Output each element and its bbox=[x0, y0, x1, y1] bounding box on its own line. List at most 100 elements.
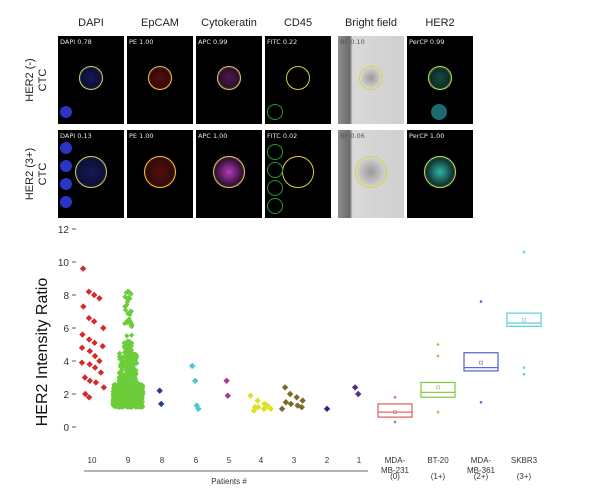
tile-caption: BF 0.06 bbox=[340, 132, 365, 140]
cell-outline bbox=[286, 66, 310, 90]
data-point bbox=[133, 402, 139, 408]
data-point bbox=[123, 372, 130, 378]
data-point bbox=[137, 382, 143, 389]
data-point bbox=[124, 358, 130, 365]
data-point bbox=[82, 390, 89, 398]
data-point bbox=[81, 374, 89, 381]
data-point bbox=[281, 384, 289, 391]
outlier-point bbox=[479, 300, 483, 303]
channel-label: Cytokeratin bbox=[201, 17, 257, 29]
cell-line-label: MB-231 bbox=[381, 466, 410, 475]
data-point bbox=[127, 308, 134, 314]
box-mean bbox=[436, 385, 440, 390]
patient-tick-label: 9 bbox=[126, 456, 131, 465]
data-point bbox=[131, 391, 137, 397]
data-point bbox=[119, 367, 125, 373]
background-cell bbox=[431, 104, 447, 120]
background-cd45-cell bbox=[267, 180, 283, 196]
data-point bbox=[124, 389, 130, 395]
ylabel: HER2 Intensity Ratio bbox=[34, 278, 51, 427]
tile-caption: DAPI 0.78 bbox=[60, 38, 92, 46]
cell-outline bbox=[428, 66, 452, 90]
outlier-point bbox=[522, 366, 526, 369]
data-point bbox=[128, 319, 134, 325]
data-point bbox=[123, 403, 130, 410]
data-point bbox=[116, 351, 123, 357]
background-nucleus bbox=[60, 178, 72, 190]
data-point bbox=[113, 394, 119, 400]
patient-tick-label: 2 bbox=[325, 456, 330, 465]
patient-tick-label: 4 bbox=[259, 456, 264, 465]
tile-caption: APC 0.99 bbox=[198, 38, 228, 46]
box-mean bbox=[393, 410, 397, 414]
data-point bbox=[121, 383, 127, 389]
box bbox=[377, 403, 413, 418]
data-point bbox=[118, 385, 125, 391]
data-point bbox=[86, 377, 94, 384]
data-point bbox=[78, 344, 86, 351]
data-point bbox=[135, 382, 141, 388]
cell-line-label: BT-20 bbox=[427, 456, 449, 465]
data-point bbox=[92, 379, 100, 386]
data-point bbox=[79, 265, 87, 272]
data-point bbox=[127, 398, 133, 405]
data-point bbox=[124, 333, 130, 339]
box bbox=[506, 312, 542, 327]
cell-outline bbox=[355, 156, 387, 188]
background-cd45-cell bbox=[267, 162, 283, 178]
data-point bbox=[96, 295, 103, 302]
tile-caption: PE 1.00 bbox=[129, 132, 154, 140]
data-point bbox=[100, 324, 107, 332]
cell-line-label: SKBR3 bbox=[511, 456, 538, 465]
channel-label: DAPI bbox=[78, 17, 104, 29]
data-point bbox=[131, 396, 137, 402]
cell-outline bbox=[148, 66, 172, 90]
background-cd45-cell bbox=[267, 144, 283, 160]
data-point bbox=[156, 387, 163, 394]
data-point bbox=[122, 294, 128, 300]
data-point bbox=[85, 394, 93, 401]
patients-group-title: Patients # bbox=[211, 477, 247, 486]
data-point bbox=[120, 353, 126, 360]
channel-label: HER2 bbox=[425, 17, 455, 29]
data-point bbox=[120, 403, 126, 409]
data-point bbox=[278, 405, 286, 413]
data-point bbox=[254, 404, 262, 411]
data-point bbox=[355, 390, 362, 398]
data-point bbox=[264, 402, 271, 409]
channel-label: EpCAM bbox=[141, 17, 179, 29]
data-point bbox=[123, 348, 129, 354]
data-point bbox=[86, 347, 94, 355]
data-point bbox=[116, 353, 123, 360]
cell-line-label: (2+) bbox=[474, 472, 489, 481]
y-tick-label: 2 bbox=[63, 390, 69, 401]
microscopy-tile: BF 0.10 bbox=[338, 36, 404, 124]
data-point bbox=[267, 405, 274, 413]
data-point bbox=[129, 403, 135, 409]
box bbox=[463, 352, 499, 372]
data-point bbox=[128, 392, 134, 398]
data-point bbox=[323, 405, 331, 413]
background-nucleus bbox=[60, 106, 72, 118]
data-point bbox=[127, 347, 133, 354]
data-point bbox=[129, 386, 135, 392]
data-point bbox=[79, 331, 86, 338]
data-point bbox=[139, 396, 145, 402]
data-point bbox=[85, 336, 93, 343]
data-point bbox=[128, 378, 134, 385]
outlier-point bbox=[436, 410, 440, 414]
microscopy-tile: APC 1.00 bbox=[196, 130, 262, 218]
box-mean bbox=[479, 360, 483, 365]
data-point bbox=[114, 385, 120, 391]
patient-tick-label: 1 bbox=[357, 456, 362, 465]
box bbox=[420, 381, 456, 398]
data-point bbox=[111, 382, 118, 389]
data-point bbox=[124, 288, 132, 295]
channel-label: CD45 bbox=[283, 17, 313, 29]
cell-line-label: MDA- bbox=[385, 456, 406, 465]
data-point bbox=[120, 400, 126, 406]
data-point bbox=[131, 368, 137, 374]
data-point bbox=[351, 384, 359, 391]
cell-outline bbox=[144, 156, 176, 188]
data-point bbox=[130, 394, 136, 400]
